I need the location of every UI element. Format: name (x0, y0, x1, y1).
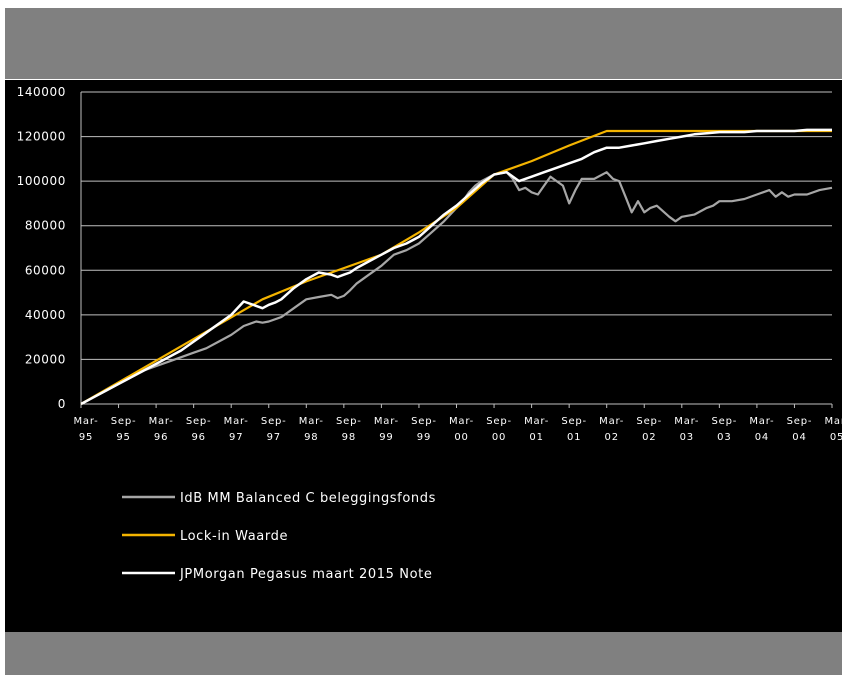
x-tick-label-month: Mar- (674, 416, 699, 427)
x-tick-label-month: Mar- (449, 416, 474, 427)
chart-background (5, 80, 842, 632)
x-tick-label-month: Mar- (599, 416, 624, 427)
x-tick-label-year: 97 (229, 432, 243, 443)
x-tick-label-year: 02 (605, 432, 619, 443)
x-tick-label-year: 96 (154, 432, 168, 443)
y-tick-label: 60000 (25, 263, 66, 277)
gridlines (81, 91, 832, 360)
header-band (5, 8, 842, 79)
y-tick-label: 0 (58, 397, 66, 411)
x-tick-label-month: Sep- (636, 416, 662, 427)
x-tick-label-month: Mar- (824, 416, 847, 427)
x-tick-label-year: 01 (529, 432, 543, 443)
x-tick-label-month: Mar- (149, 416, 174, 427)
x-tick-label-month: Sep- (561, 416, 587, 427)
legend-label-1: IdB MM Balanced C beleggingsfonds (180, 491, 436, 506)
x-tick-label-month: Sep- (787, 416, 813, 427)
x-tick-label-year: 02 (642, 432, 656, 443)
x-tick-label-month: Sep- (111, 416, 137, 427)
x-tick-label-year: 03 (717, 432, 731, 443)
x-tick-label-year: 95 (79, 432, 93, 443)
x-tick-label-month: Mar- (374, 416, 399, 427)
x-tick-label-year: 04 (755, 432, 769, 443)
y-tick-label: 80000 (25, 219, 66, 233)
x-tick-label-month: Mar- (299, 416, 324, 427)
series-line-3 (80, 128, 832, 406)
series-lines (80, 128, 833, 406)
series-line-2 (80, 129, 832, 405)
x-tick-label-month: Sep- (712, 416, 738, 427)
x-tick-label-year: 98 (304, 432, 318, 443)
x-tick-label-year: 05 (830, 432, 844, 443)
x-tick-label-year: 00 (492, 432, 506, 443)
x-tick-label-year: 01 (567, 432, 581, 443)
axes: 020000400006000080000100000120000140000M… (17, 85, 847, 443)
legend-label-3: JPMorgan Pegasus maart 2015 Note (179, 567, 432, 582)
x-tick-label-year: 03 (680, 432, 694, 443)
y-tick-label: 120000 (17, 130, 66, 144)
x-tick-label-month: Sep- (336, 416, 362, 427)
y-tick-label: 40000 (25, 308, 66, 322)
x-tick-label-year: 98 (342, 432, 356, 443)
x-tick-label-year: 95 (116, 432, 130, 443)
x-tick-label-month: Sep- (486, 416, 512, 427)
x-tick-label-month: Mar- (73, 416, 98, 427)
y-tick-label: 20000 (25, 352, 66, 366)
x-tick-label-month: Sep- (411, 416, 437, 427)
y-tick-label: 140000 (17, 85, 66, 99)
x-tick-label-year: 99 (379, 432, 393, 443)
x-tick-label-year: 00 (454, 432, 468, 443)
x-tick-label-month: Mar- (749, 416, 774, 427)
x-tick-label-year: 96 (191, 432, 205, 443)
legend-label-2: Lock-in Waarde (180, 529, 288, 544)
x-tick-label-month: Sep- (186, 416, 212, 427)
x-tick-label-year: 04 (792, 432, 806, 443)
x-tick-label-month: Sep- (261, 416, 287, 427)
x-tick-label-year: 99 (417, 432, 431, 443)
x-tick-label-month: Mar- (524, 416, 549, 427)
x-tick-label-month: Mar- (224, 416, 249, 427)
x-tick-label-year: 97 (267, 432, 281, 443)
footer-band (5, 632, 842, 675)
legend: IdB MM Balanced C beleggingsfonds Lock-in… (122, 491, 436, 582)
y-tick-label: 100000 (17, 174, 66, 188)
